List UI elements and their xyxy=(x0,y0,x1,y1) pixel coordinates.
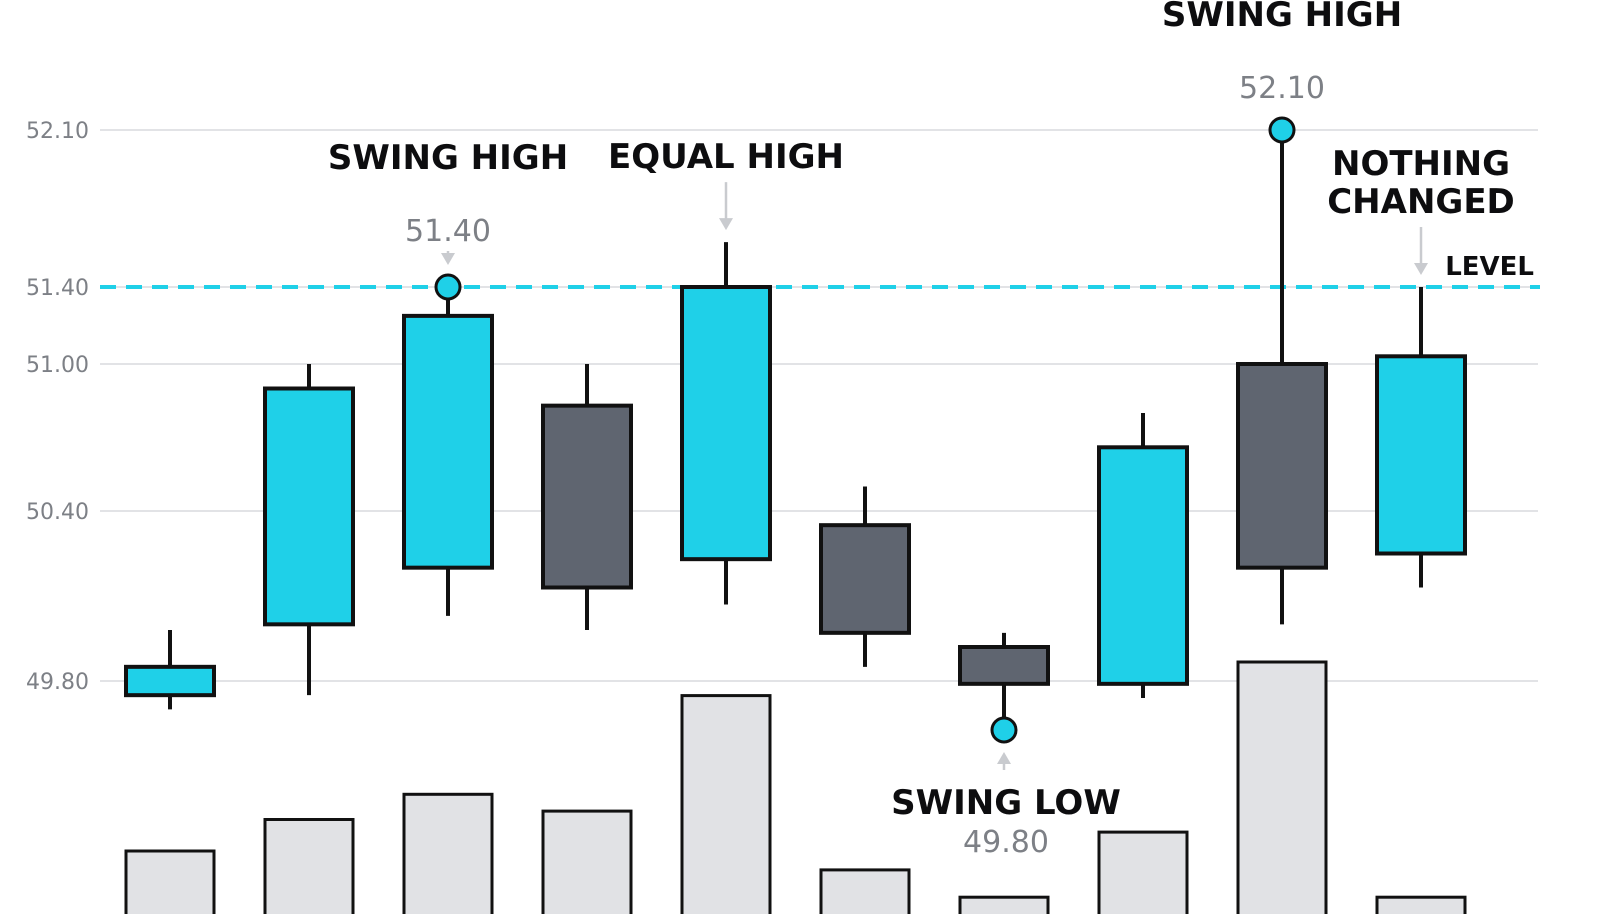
volume-bars xyxy=(124,660,1467,914)
candle xyxy=(1097,413,1189,698)
candle xyxy=(402,287,494,616)
annotation-arrowhead xyxy=(719,218,733,231)
candle-body xyxy=(541,403,633,590)
swing-marker xyxy=(1268,116,1296,144)
volume-bar xyxy=(680,694,772,914)
annotations: SWING HIGH 51.40 EQUAL HIGH SWING HIGH 52.10… xyxy=(328,0,1515,860)
candle-body xyxy=(958,645,1050,686)
volume-bar xyxy=(1375,895,1467,914)
annotation: SWING HIGH 51.40 xyxy=(328,138,568,301)
volume-bar xyxy=(819,868,911,914)
candle xyxy=(124,630,216,710)
volume-bar xyxy=(1097,830,1189,914)
candle xyxy=(819,486,911,667)
candle xyxy=(263,364,355,696)
candle-body xyxy=(402,313,494,570)
volume-bar xyxy=(541,809,633,914)
annotation-value: 49.80 xyxy=(963,825,1049,860)
candle xyxy=(680,242,772,605)
candle-body xyxy=(1236,362,1328,570)
y-tick-label: 52.10 xyxy=(26,119,89,144)
level-label: LEVEL xyxy=(1445,252,1534,282)
annotation-title: EQUAL HIGH xyxy=(608,137,844,177)
candle xyxy=(1375,287,1467,588)
annotation-arrowhead xyxy=(1414,263,1428,275)
candle xyxy=(541,364,633,630)
volume-bar xyxy=(958,895,1050,914)
candle-body xyxy=(124,664,216,698)
annotation-arrowhead xyxy=(997,752,1011,764)
y-tick-label: 51.40 xyxy=(26,276,89,301)
annotation: EQUAL HIGH xyxy=(608,137,844,231)
y-tick-label: 50.40 xyxy=(26,500,89,525)
annotation-title: NOTHING xyxy=(1332,144,1510,184)
candle-body xyxy=(1097,445,1189,686)
swing-marker xyxy=(434,273,462,301)
annotation-title: SWING HIGH xyxy=(328,138,568,178)
annotation-value: 51.40 xyxy=(405,214,491,249)
swing-marker xyxy=(990,716,1018,744)
annotation-title: SWING HIGH xyxy=(1162,0,1402,35)
y-tick-label: 51.00 xyxy=(26,353,89,378)
candle-body xyxy=(263,386,355,627)
annotation-arrowhead xyxy=(441,253,455,265)
candle-body xyxy=(819,523,911,635)
annotation-title: SWING LOW xyxy=(891,783,1121,823)
volume-bar xyxy=(263,818,355,914)
volume-bar xyxy=(402,792,494,914)
annotation-value: 52.10 xyxy=(1239,71,1325,106)
volume-bar xyxy=(1236,660,1328,914)
candles xyxy=(124,130,1467,710)
annotation: SWING HIGH 52.10 xyxy=(1162,0,1402,144)
level-line-group: LEVEL xyxy=(100,252,1540,289)
annotation-title: CHANGED xyxy=(1327,182,1515,222)
candle xyxy=(958,632,1050,698)
candle xyxy=(1236,130,1328,625)
candle-body xyxy=(680,285,772,562)
candle-body xyxy=(1375,354,1467,556)
volume-bar xyxy=(124,849,216,914)
y-axis-tick-labels: 52.10 51.40 51.00 50.40 49.80 xyxy=(26,119,89,695)
y-tick-label: 49.80 xyxy=(26,670,89,695)
